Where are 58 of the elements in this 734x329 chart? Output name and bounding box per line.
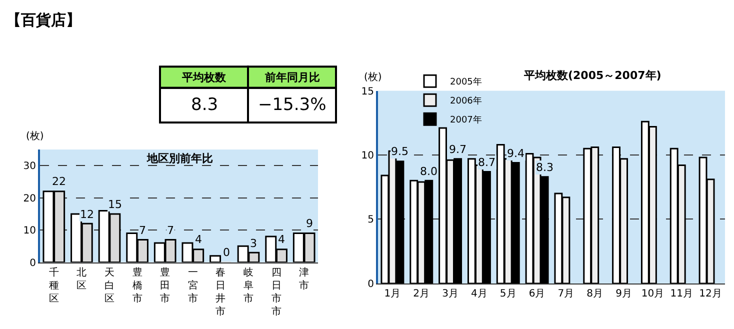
- data-label: 3: [250, 237, 257, 250]
- data-label: 9: [306, 217, 313, 230]
- text: 【百貨店】: [6, 11, 81, 29]
- category-label: 平均枚数: [181, 71, 227, 84]
- x-tick-label: 一宮市: [188, 267, 198, 304]
- chart-title: 地区別前年比: [146, 152, 213, 165]
- x-tick-label: 3月: [442, 288, 458, 300]
- x-tick-label: 北区: [76, 266, 87, 292]
- x-tick-label: 11月: [670, 288, 693, 300]
- x-tick-label: 4月: [471, 288, 488, 300]
- y-axis-title: (枚): [26, 130, 44, 142]
- y-tick-label: 10: [23, 226, 36, 237]
- category-label: 前年同月比: [264, 71, 320, 84]
- text: 8.3: [191, 95, 218, 115]
- data-label: 4: [278, 233, 285, 246]
- y-axis-title: (枚): [364, 71, 382, 83]
- data-label: 4: [195, 233, 202, 246]
- text: −15.3%: [258, 95, 326, 115]
- x-tick-label: 豊橋市: [132, 266, 142, 304]
- x-tick-label: 春日井市: [216, 267, 226, 318]
- legend-label: 2007年: [450, 114, 482, 126]
- legend-label: 2005年: [450, 76, 482, 88]
- legend-label: 2006年: [450, 96, 482, 107]
- x-tick-label: 12月: [699, 288, 722, 300]
- data-label: 7: [167, 224, 174, 237]
- data-label: 8.7: [478, 156, 496, 169]
- x-tick-label: 8月: [586, 288, 604, 300]
- data-label: 12: [80, 208, 94, 221]
- data-label: 9.4: [507, 147, 524, 160]
- x-tick-label: 岐阜市: [244, 266, 254, 304]
- y-tick-label: 0: [368, 278, 374, 290]
- y-tick-label: 30: [23, 161, 36, 172]
- x-tick-label: 天白区: [104, 267, 114, 304]
- data-label: 0: [223, 246, 230, 259]
- x-tick-label: 豊田市: [160, 266, 170, 304]
- data-label: 7: [139, 224, 146, 237]
- data-label: 9.5: [391, 145, 408, 158]
- data-label: 15: [108, 198, 122, 211]
- data-label: 9.7: [449, 143, 466, 156]
- x-tick-label: 1月: [384, 288, 401, 300]
- data-label: 22: [52, 175, 66, 188]
- y-tick-label: 20: [23, 193, 36, 204]
- x-tick-label: 千種区: [48, 266, 59, 304]
- x-tick-label: 四日市市: [271, 267, 282, 318]
- y-tick-label: 0: [30, 258, 36, 269]
- x-tick-label: 津市: [299, 266, 310, 292]
- x-tick-label: 5月: [500, 288, 516, 300]
- y-tick-label: 10: [361, 150, 374, 162]
- x-tick-label: 7月: [558, 288, 574, 300]
- x-tick-label: 9月: [616, 288, 632, 300]
- data-label: 8.0: [420, 165, 438, 178]
- x-tick-label: 6月: [528, 288, 546, 300]
- chart-title: 平均枚数(2005～2007年): [523, 69, 662, 82]
- x-tick-label: 10月: [641, 288, 664, 300]
- y-tick-label: 5: [368, 214, 374, 226]
- y-tick-label: 15: [361, 86, 374, 98]
- data-label: 8.3: [536, 161, 554, 174]
- x-tick-label: 2月: [413, 288, 430, 300]
